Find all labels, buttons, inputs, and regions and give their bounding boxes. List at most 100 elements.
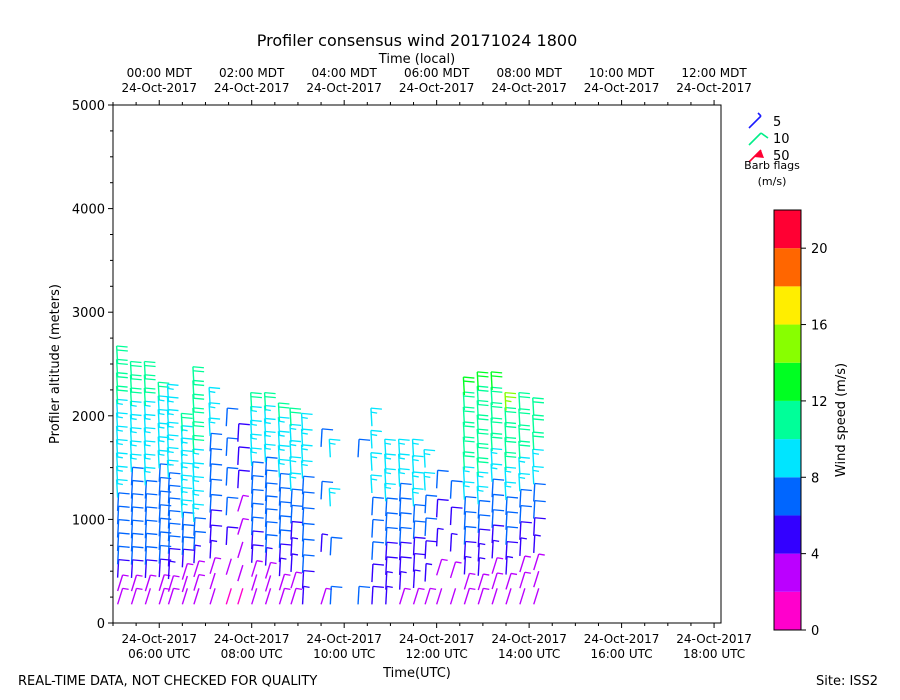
barb-feather <box>384 453 396 456</box>
barb-staff <box>300 444 304 463</box>
barb-feather <box>278 444 290 447</box>
barb-staff <box>385 586 388 605</box>
barb-staff <box>504 437 507 456</box>
y-axis-label: Profiler altitude (meters) <box>48 284 63 444</box>
barb-feather <box>479 514 491 517</box>
wind-barb <box>491 557 504 574</box>
x-tick-date: 24-Oct-2017 <box>491 632 567 646</box>
barb-staff <box>476 400 479 419</box>
barb-staff <box>251 517 254 536</box>
wind-barb <box>411 471 424 490</box>
barb-staff <box>278 515 282 534</box>
chart-title: Profiler consensus wind 20171024 1800 <box>257 31 578 50</box>
wind-barb <box>463 587 476 605</box>
barb-staff <box>251 489 254 508</box>
barb-feather <box>116 412 128 415</box>
barb-half-feather <box>469 587 476 590</box>
barb-feather <box>414 520 426 523</box>
barb-staff <box>264 575 272 592</box>
wind-barb <box>250 419 262 439</box>
wind-barb <box>209 447 223 467</box>
top-tick-date: 24-Oct-2017 <box>121 81 197 95</box>
wind-barb <box>518 456 530 476</box>
barb-staff <box>116 559 120 578</box>
wind-barb <box>477 573 490 591</box>
barb-feather <box>280 543 292 546</box>
barb-feather <box>400 512 412 515</box>
barb-staff <box>115 412 119 431</box>
barb-half-feather <box>278 448 285 451</box>
barb-staff <box>143 427 147 446</box>
y-tick-label: 0 <box>97 617 105 632</box>
barb-feather <box>504 451 517 454</box>
barb-feather <box>183 511 195 514</box>
barb-staff <box>533 500 536 519</box>
wind-barb <box>181 511 195 531</box>
barb-staff <box>115 345 119 365</box>
barb-half-feather <box>524 555 531 558</box>
barb-staff <box>209 588 216 605</box>
barb-feather <box>477 442 489 446</box>
barb-feather <box>532 418 545 421</box>
wind-barb <box>505 540 519 560</box>
wind-barb <box>320 533 329 552</box>
barb-feather <box>463 395 475 398</box>
barb-staff <box>143 374 147 393</box>
barb-staff <box>371 519 374 538</box>
barb-half-feather <box>301 463 308 467</box>
barb-staff <box>192 407 195 426</box>
barb-feather <box>278 458 290 462</box>
barb-staff <box>158 574 165 591</box>
barb-staff <box>144 588 152 605</box>
barb-feather <box>181 462 193 465</box>
wind-barb <box>491 493 505 513</box>
x-tick-date: 24-Oct-2017 <box>676 632 752 646</box>
wind-barb <box>504 481 517 501</box>
barb-feather <box>386 512 398 515</box>
barb-staff <box>477 588 484 605</box>
top-tick-date: 24-Oct-2017 <box>676 81 752 95</box>
barb-staff <box>491 494 494 513</box>
barb-feather <box>465 540 477 544</box>
barb-staff <box>129 427 133 446</box>
barb-half-feather <box>424 452 431 456</box>
barb-feather <box>491 421 503 424</box>
barb-feather <box>169 472 181 475</box>
barb-half-feather <box>483 573 490 576</box>
barb-feather <box>181 474 193 477</box>
barb-staff <box>251 530 254 550</box>
barb-staff <box>225 497 228 516</box>
wind-barb <box>435 469 449 489</box>
barb-feather <box>144 364 156 368</box>
wind-barb <box>384 438 396 458</box>
barb-feather <box>264 430 276 434</box>
barb-staff <box>237 564 244 582</box>
barb-staff <box>225 588 232 605</box>
barb-feather <box>532 397 544 400</box>
barb-feather <box>278 402 290 405</box>
barb-feather <box>493 509 505 512</box>
wind-barb <box>463 510 477 530</box>
barb-feather <box>194 530 206 534</box>
barb-feather <box>146 546 158 549</box>
wind-barb <box>424 562 433 582</box>
barb-feather <box>252 488 264 492</box>
wind-barb <box>477 542 486 562</box>
barb-feather <box>386 526 398 530</box>
barb-half-feather <box>150 574 157 577</box>
wind-barb <box>398 482 412 502</box>
wind-barb <box>278 529 292 548</box>
wind-barb <box>278 501 292 520</box>
barb-half-feather <box>371 433 378 437</box>
wind-barb <box>167 547 181 567</box>
barb-feather <box>477 446 489 450</box>
barb-feather <box>505 455 517 458</box>
barb-feather <box>144 360 156 364</box>
wind-barb <box>277 402 290 422</box>
barb-feather <box>132 559 144 562</box>
wind-barb <box>181 536 195 555</box>
barb-half-feather <box>371 478 378 481</box>
barb-staff <box>533 483 536 502</box>
wind-barb <box>263 417 276 437</box>
wind-barb <box>504 421 517 441</box>
